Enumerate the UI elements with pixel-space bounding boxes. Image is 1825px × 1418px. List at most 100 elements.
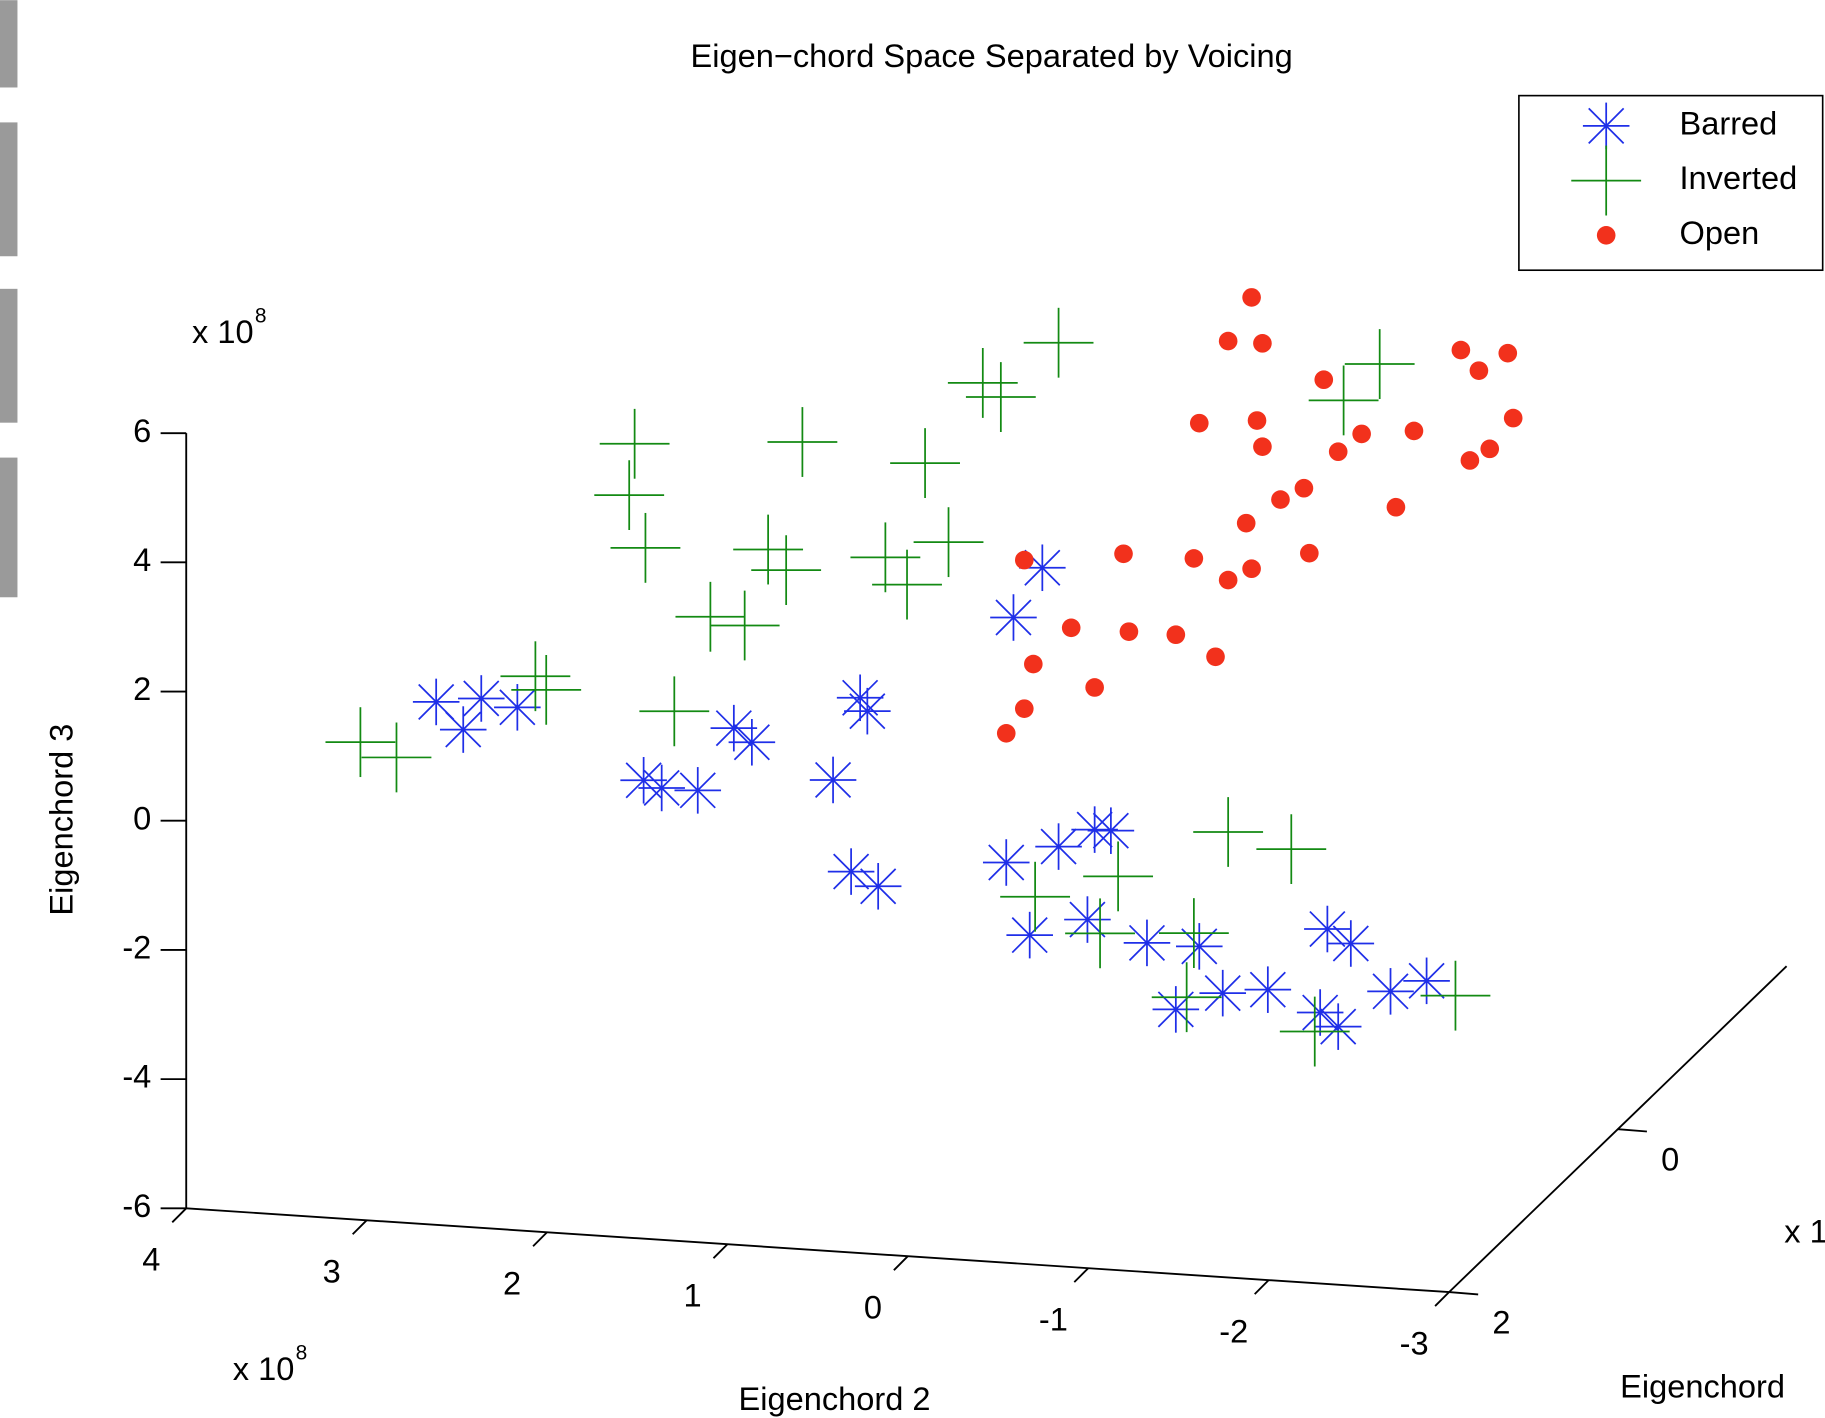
point (872, 549, 942, 620)
point (1158, 898, 1229, 969)
legend-label: Open (1680, 215, 1760, 251)
z-tick-label: 4 (133, 542, 151, 578)
point (675, 581, 746, 652)
x-tick-label: 0 (864, 1289, 882, 1325)
point (325, 707, 396, 778)
x-tick (171, 1207, 187, 1223)
chart-title: Eigen−chord Space Separated by Voicing (691, 38, 1293, 74)
point (457, 675, 505, 722)
point (947, 348, 1018, 418)
z-tick-label: 0 (133, 800, 151, 836)
marker-dot (1085, 678, 1104, 697)
point (982, 839, 1030, 886)
point (767, 407, 838, 477)
point (1184, 549, 1204, 568)
x-tick-label: 4 (142, 1241, 160, 1277)
marker-stroke (1320, 1008, 1357, 1045)
point (1253, 334, 1272, 353)
point (1114, 544, 1133, 564)
point (1242, 288, 1261, 307)
point (1498, 343, 1518, 363)
marker-stroke (1181, 928, 1218, 965)
point (1242, 559, 1261, 579)
legend-box (1518, 94, 1824, 272)
point (500, 641, 571, 712)
x-tick (532, 1231, 548, 1247)
legend-label: Barred (1680, 105, 1778, 141)
marker-dot (1503, 408, 1523, 428)
point (1014, 550, 1034, 570)
marker-dot (1061, 618, 1081, 638)
marker-stroke (1204, 975, 1241, 1012)
y-tick-label: 0 (1661, 1141, 1679, 1177)
point (1151, 962, 1222, 1033)
point (1218, 570, 1238, 590)
marker-dot (1253, 334, 1272, 353)
marker-dot (1271, 490, 1290, 509)
point (1344, 329, 1415, 399)
marker-dot (1114, 544, 1133, 564)
point (674, 767, 722, 814)
marker-dot (1236, 513, 1256, 533)
point (1000, 861, 1071, 932)
marker-dot (1024, 654, 1043, 674)
point (1206, 647, 1225, 667)
marker-stroke (842, 679, 879, 716)
point (751, 535, 822, 606)
point (1420, 960, 1491, 1031)
marker-stroke (814, 761, 852, 799)
marker-dot (1294, 478, 1314, 498)
marker-stroke (1128, 924, 1166, 961)
point (439, 706, 487, 753)
z-tick-label: -2 (122, 930, 151, 966)
point (1308, 365, 1379, 436)
marker-dot (1460, 451, 1480, 470)
z-tick-label: 2 (133, 671, 151, 707)
point (1279, 996, 1350, 1067)
marker-dot (1404, 421, 1424, 441)
y-tick (1617, 1128, 1647, 1133)
point (1083, 841, 1154, 912)
point (1189, 413, 1209, 433)
marker-stroke (445, 711, 482, 748)
x-tick-label: 3 (323, 1253, 341, 1289)
z-axis-label: Eigenchord 3 (44, 724, 80, 916)
marker-dot (1328, 442, 1348, 462)
marker-stroke (988, 844, 1025, 881)
y-axis (1448, 965, 1788, 1293)
point (1119, 622, 1139, 641)
point (1253, 437, 1272, 457)
marker-stroke (833, 853, 870, 890)
point (1236, 513, 1256, 533)
point (710, 704, 758, 752)
point (1218, 331, 1238, 351)
x-tick-label: 1 (683, 1277, 701, 1313)
marker-stroke (1372, 973, 1409, 1010)
x-tick (893, 1255, 909, 1271)
y-axis-label: Eigenchord (1620, 1368, 1785, 1404)
marker-dot (1014, 699, 1034, 718)
point (639, 676, 710, 747)
point (1014, 699, 1034, 718)
marker-dot (1242, 559, 1261, 579)
z-multiplier: x 10 (192, 314, 254, 350)
point (1247, 411, 1267, 430)
x-tick-label: -2 (1219, 1313, 1248, 1349)
marker-stroke (849, 693, 886, 730)
marker-stroke (715, 710, 752, 747)
marker-dot (1314, 370, 1334, 390)
point (965, 362, 1036, 432)
legend-marker (1582, 102, 1630, 150)
point (610, 512, 681, 583)
point (844, 687, 891, 735)
point (1006, 911, 1053, 959)
point (1304, 905, 1351, 953)
y-tick (1448, 1291, 1479, 1296)
point (1296, 989, 1344, 1036)
marker-stroke (463, 680, 500, 717)
z-tick-label: 6 (133, 413, 151, 449)
point (827, 848, 875, 895)
point (1469, 361, 1489, 380)
point (638, 764, 685, 812)
